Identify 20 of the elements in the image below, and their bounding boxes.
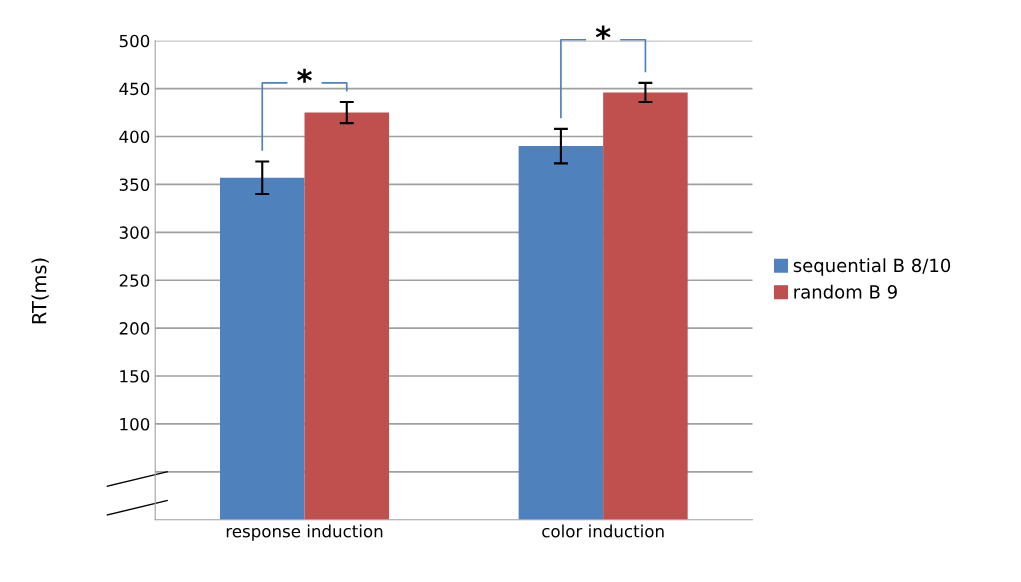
- legend-label: random B 9: [794, 284, 897, 299]
- y-tick-label: 350: [119, 178, 150, 191]
- y-tick-label: 200: [119, 322, 150, 335]
- x-tick-label: color induction: [542, 524, 664, 538]
- y-tick-label: 450: [119, 82, 150, 96]
- bar: [518, 146, 604, 520]
- bar: [304, 112, 390, 520]
- y-tick-label: 400: [119, 130, 150, 144]
- y-tick-label: 500: [119, 34, 150, 48]
- bar: [220, 177, 305, 520]
- y-axis-title: RT(ms): [31, 258, 49, 324]
- text: *: [595, 25, 611, 40]
- bar: [603, 92, 688, 520]
- y-tick-label: 250: [119, 274, 150, 287]
- legend-label: sequential B 8/10: [793, 258, 951, 276]
- y-tick-label: 300: [119, 226, 150, 239]
- y-tick-label: 150: [120, 369, 150, 383]
- annotation: *: [297, 68, 312, 83]
- x-tick-label: response induction: [226, 524, 383, 541]
- y-tick-label: 100: [120, 417, 150, 431]
